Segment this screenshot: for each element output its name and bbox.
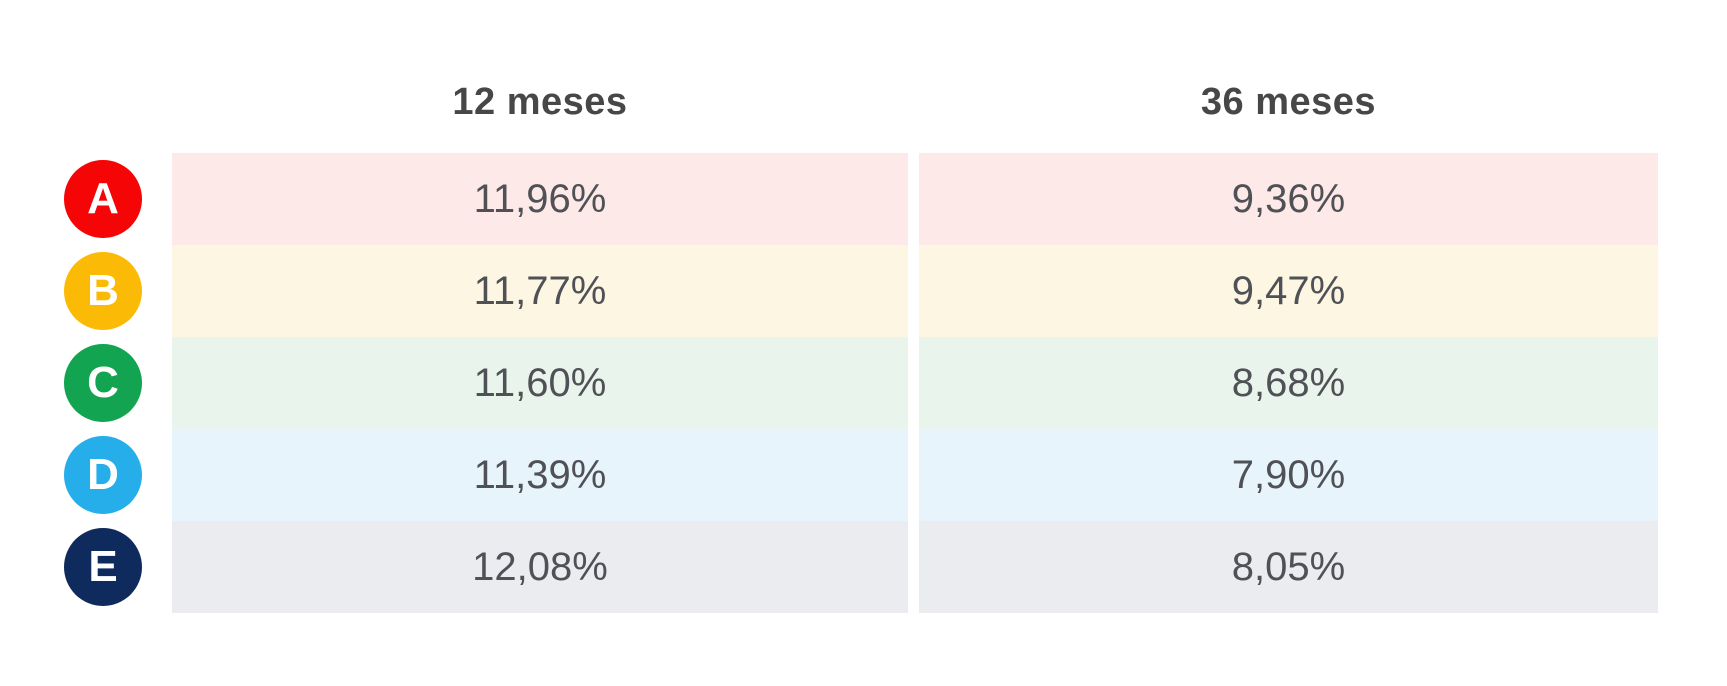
value-36-meses: 9,36% — [919, 153, 1658, 245]
value-12-meses: 11,39% — [172, 429, 908, 521]
row-badge-b: B — [64, 252, 142, 330]
value-36-meses: 8,05% — [919, 521, 1658, 613]
row-badge-d: D — [64, 436, 142, 514]
value-12-meses: 11,96% — [172, 153, 908, 245]
row-badge-c: C — [64, 344, 142, 422]
table-rows: A 11,96% 9,36% B 11,77% 9,47% C 11,60% 8… — [0, 153, 1727, 613]
value-12-meses: 11,60% — [172, 337, 908, 429]
value-12-meses: 12,08% — [172, 521, 908, 613]
row-badge-a: A — [64, 160, 142, 238]
table-row: E 12,08% 8,05% — [0, 521, 1727, 613]
table-row: D 11,39% 7,90% — [0, 429, 1727, 521]
value-36-meses: 9,47% — [919, 245, 1658, 337]
value-12-meses: 11,77% — [172, 245, 908, 337]
table-row: A 11,96% 9,36% — [0, 153, 1727, 245]
column-header-36-meses: 36 meses — [1200, 81, 1377, 123]
table-row: B 11,77% 9,47% — [0, 245, 1727, 337]
value-36-meses: 8,68% — [919, 337, 1658, 429]
value-36-meses: 7,90% — [919, 429, 1658, 521]
table-row: C 11,60% 8,68% — [0, 337, 1727, 429]
row-badge-e: E — [64, 528, 142, 606]
column-header-12-meses: 12 meses — [452, 81, 628, 123]
